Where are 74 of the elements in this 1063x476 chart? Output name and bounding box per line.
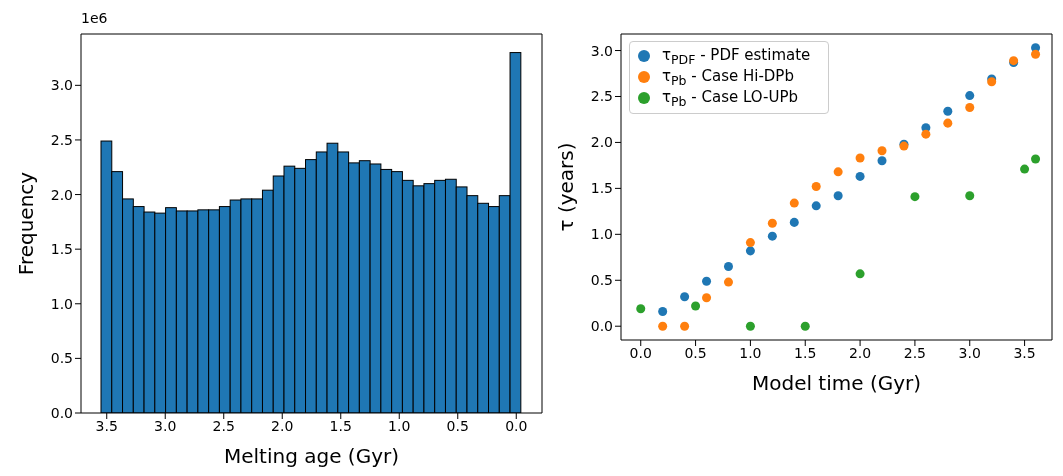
point: [921, 129, 931, 139]
point: [680, 292, 690, 302]
point: [767, 218, 777, 228]
x-tick-label: 0.0: [629, 344, 652, 361]
x-tick-label: 3.0: [154, 417, 177, 434]
y-tick-label: 0.0: [590, 318, 613, 335]
y-tick-label: 1.0: [50, 295, 73, 312]
point: [680, 321, 690, 331]
x-tick-label: 1.5: [329, 417, 352, 434]
point: [811, 182, 821, 192]
x-tick-label: 0.5: [684, 344, 707, 361]
y-tick-label: 0.0: [50, 404, 73, 421]
x-tick-label: 0.0: [505, 417, 528, 434]
point: [965, 91, 975, 101]
x-tick-label: 2.5: [903, 344, 927, 361]
point: [855, 171, 865, 181]
point: [691, 301, 701, 311]
point: [855, 153, 865, 163]
point: [658, 307, 668, 317]
text: 1e6: [81, 10, 108, 26]
y-tick-label: 2.5: [50, 131, 73, 148]
point: [965, 191, 975, 201]
x-axis-title: Model time (Gyr): [751, 371, 922, 395]
point: [702, 276, 712, 286]
point: [789, 217, 799, 227]
point: [910, 192, 920, 202]
x-axis-title: Melting age (Gyr): [223, 444, 400, 468]
y-tick-label: 1.0: [590, 226, 613, 243]
y-tick-label: 1.5: [50, 241, 73, 258]
point: [943, 106, 953, 116]
point: [702, 293, 712, 303]
point: [636, 304, 646, 314]
point: [833, 167, 843, 177]
y-axis-title: Frequency: [14, 171, 39, 276]
x-tick-label: 3.0: [958, 344, 981, 361]
point: [723, 261, 733, 271]
y-tick-label: 2.5: [590, 88, 613, 105]
point: [789, 198, 799, 208]
point: [745, 321, 755, 331]
x-tick-label: 2.5: [212, 417, 235, 434]
y-tick-label: 0.5: [590, 272, 613, 289]
legend-label: τ$_{Pb}$ - Case Hi-DPb: [662, 67, 794, 88]
point: [1031, 49, 1041, 59]
point: [855, 269, 865, 279]
y-axis-title: τ (years): [554, 142, 579, 232]
legend-label: τ$_{Pb}$ - Case LO-UPb: [662, 88, 798, 109]
point: [658, 321, 668, 331]
x-tick-label: 2.0: [848, 344, 872, 361]
x-tick-label: 3.5: [1013, 344, 1036, 361]
legend-label: τ$_{PDF}$ - PDF estimate: [662, 46, 811, 67]
point: [877, 146, 887, 156]
point: [965, 103, 975, 113]
point: [723, 277, 733, 287]
x-tick-label: 2.0: [271, 417, 294, 434]
y-tick-label: 3.0: [50, 77, 73, 94]
y-tick-label: 1.5: [590, 180, 613, 197]
point: [745, 238, 755, 248]
point: [800, 321, 810, 331]
point: [745, 246, 755, 256]
x-tick-label: 0.5: [446, 417, 469, 434]
point: [1020, 164, 1030, 174]
point: [811, 201, 821, 211]
y-tick-label: 2.0: [50, 186, 73, 203]
point: [833, 191, 843, 201]
point: [1031, 154, 1041, 164]
x-tick-label: 1.5: [794, 344, 817, 361]
x-tick-label: 1.0: [739, 344, 762, 361]
x-tick-label: 1.0: [388, 417, 411, 434]
point: [767, 231, 777, 241]
y-tick-label: 2.0: [590, 134, 613, 151]
point: [877, 156, 887, 166]
point: [943, 118, 953, 128]
y-tick-label: 3.0: [590, 42, 613, 59]
x-tick-label: 3.5: [95, 417, 118, 434]
